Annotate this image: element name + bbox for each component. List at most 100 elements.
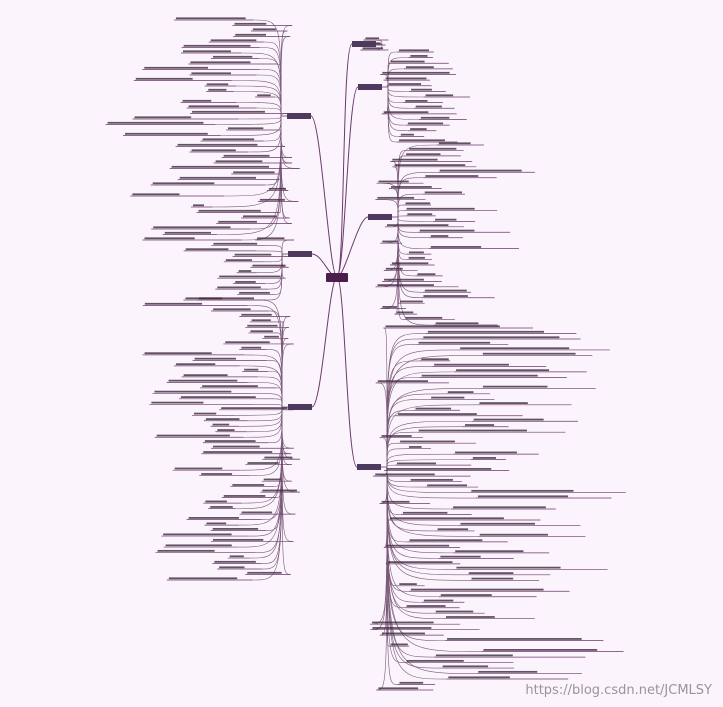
leaf-text	[235, 33, 267, 36]
nodes	[287, 41, 392, 470]
leaf-text	[437, 528, 469, 531]
leaf-text	[406, 207, 475, 210]
leaf-text	[152, 182, 215, 185]
leaf-text	[405, 100, 428, 102]
leaf-text	[214, 560, 256, 563]
leaf-text	[387, 224, 449, 227]
leaf-text	[378, 687, 419, 690]
leaf-text	[400, 133, 414, 136]
leaf-text	[407, 213, 433, 216]
leaf-text	[406, 153, 441, 156]
branch-link	[336, 86, 359, 278]
leaf-text	[234, 253, 272, 256]
leaf-text	[188, 105, 239, 108]
leaf-text	[192, 110, 265, 113]
leaf-text	[202, 138, 255, 141]
leaf-text	[377, 284, 435, 287]
leaf-text	[446, 616, 495, 618]
leaf-text	[132, 193, 180, 196]
leaf-text	[372, 621, 434, 624]
leaf-link	[397, 210, 405, 218]
leaf-text	[191, 72, 232, 75]
leaf-text	[482, 352, 576, 355]
leaf-text	[238, 270, 252, 272]
leaf-text	[399, 139, 445, 142]
branch-node	[288, 404, 312, 410]
leaf-text	[471, 489, 574, 492]
leaf-text	[390, 186, 432, 188]
leaf-text	[423, 295, 468, 297]
leaf-text	[409, 539, 483, 542]
leaf-text	[217, 286, 261, 289]
leaf-text	[191, 149, 236, 152]
leaf-text	[179, 176, 257, 179]
leaf-text	[210, 39, 257, 42]
leaf-text	[241, 346, 262, 349]
branch-link	[311, 276, 338, 408]
leaf-text	[405, 316, 443, 319]
leaf-text	[479, 533, 548, 536]
leaf-text	[415, 105, 442, 108]
leaf-text	[362, 47, 384, 50]
leaf-text	[383, 111, 429, 114]
leaf-text	[447, 391, 474, 394]
leaf-text	[420, 116, 450, 119]
leaf-text	[381, 632, 425, 635]
leaves	[105, 17, 626, 691]
leaf-text	[377, 196, 415, 199]
leaf-text	[418, 429, 527, 432]
branch-link	[310, 115, 338, 278]
leaf-text	[382, 71, 450, 74]
leaf-text	[411, 88, 432, 91]
leaf-text	[188, 517, 239, 519]
leaf-text	[212, 538, 264, 541]
leaf-text	[448, 676, 510, 679]
leaf-text	[483, 649, 598, 651]
leaf-text	[244, 368, 259, 371]
leaf-text	[402, 511, 448, 514]
leaf-text	[264, 456, 293, 459]
leaf-text	[257, 94, 271, 97]
leaf-text	[154, 390, 232, 393]
leaf-text	[406, 659, 464, 662]
leaf-text	[410, 128, 427, 130]
leaf-link	[386, 453, 454, 468]
leaf-text	[171, 165, 270, 168]
leaf-text	[257, 237, 285, 240]
leaf-text	[417, 273, 436, 276]
leaf-text	[456, 369, 550, 372]
leaf-text	[144, 66, 209, 69]
leaf-text	[165, 544, 232, 547]
leaf-text	[382, 240, 398, 243]
leaf-text	[262, 489, 297, 492]
leaf-text	[183, 374, 228, 377]
leaf-text	[385, 267, 403, 270]
leaf-text	[410, 588, 544, 591]
leaf-text	[460, 347, 570, 350]
leaf-text	[397, 462, 437, 465]
leaf-text	[439, 169, 522, 172]
branch-node	[368, 214, 392, 220]
leaf-text	[156, 434, 230, 437]
central-node	[326, 273, 348, 282]
leaf-text	[385, 544, 450, 547]
leaf-text	[239, 291, 270, 294]
leaf-text	[377, 380, 429, 383]
leaf-text	[229, 555, 244, 558]
leaf-text	[386, 468, 492, 470]
leaf-text	[268, 187, 286, 190]
leaf-text	[385, 325, 500, 328]
leaf-text	[176, 363, 216, 366]
leaf-text	[456, 566, 561, 569]
leaf-text	[455, 550, 524, 553]
leaf-text	[252, 28, 276, 31]
leaf-link	[376, 466, 388, 691]
leaf-text	[225, 341, 270, 344]
leaf-text	[427, 330, 544, 333]
leaf-text	[387, 561, 453, 564]
leaf-text	[233, 171, 275, 174]
leaf-text	[430, 235, 449, 237]
leaf-text	[408, 251, 424, 254]
leaf-text	[425, 175, 479, 177]
